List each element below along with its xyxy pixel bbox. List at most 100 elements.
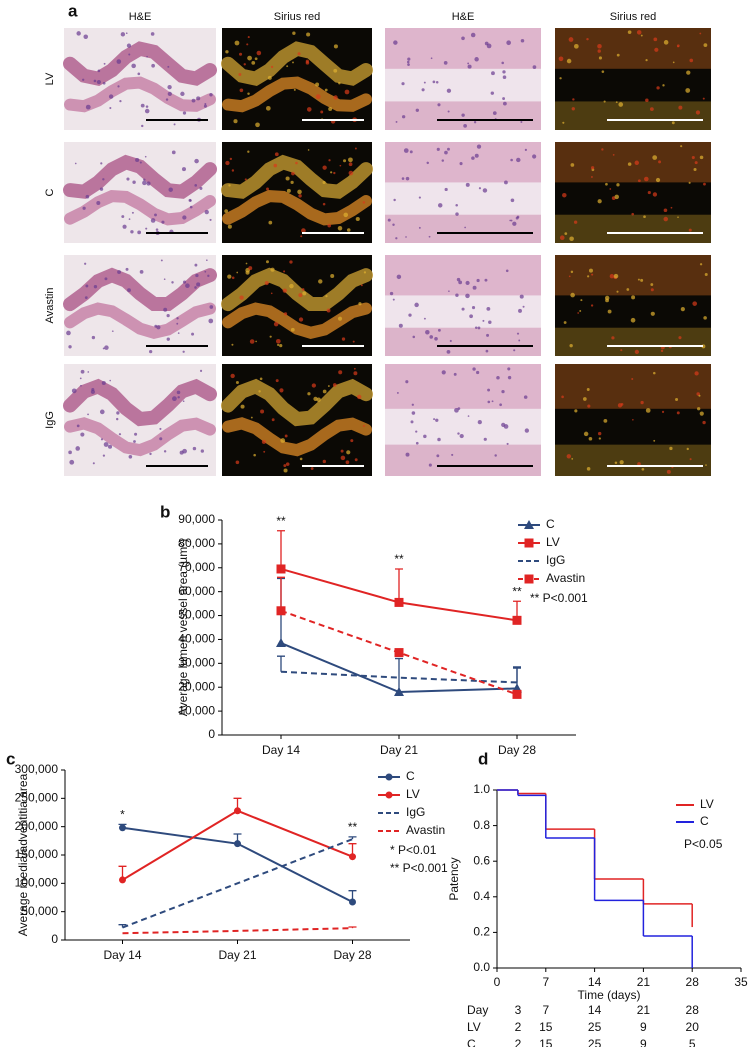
cell xyxy=(360,284,363,287)
cell xyxy=(324,88,328,92)
error-bar xyxy=(395,657,403,692)
cell xyxy=(454,407,459,413)
cell xyxy=(491,71,495,76)
row-label: Avastin xyxy=(44,288,56,324)
cell xyxy=(395,120,398,123)
cell xyxy=(307,149,310,151)
cell xyxy=(122,224,127,229)
cell xyxy=(273,163,278,168)
cell xyxy=(126,177,130,181)
risk-value: 15 xyxy=(539,1037,553,1047)
y-tick-label: 50,000 xyxy=(178,608,215,622)
cell xyxy=(653,371,656,375)
cell xyxy=(146,181,151,186)
cell xyxy=(590,166,595,170)
cell xyxy=(194,263,198,267)
cell xyxy=(265,105,271,111)
cell xyxy=(685,88,691,93)
cell xyxy=(100,438,104,441)
cell xyxy=(144,155,147,158)
cell xyxy=(245,262,248,265)
cell xyxy=(662,84,665,87)
cell xyxy=(506,40,511,46)
cell xyxy=(209,305,214,309)
cell xyxy=(675,397,679,401)
cell xyxy=(471,306,476,310)
cell xyxy=(322,202,326,206)
cell xyxy=(570,270,574,274)
y-tick-label: 60,000 xyxy=(178,584,215,598)
cell xyxy=(240,404,245,409)
cell xyxy=(249,339,255,344)
cell xyxy=(171,150,176,155)
cell xyxy=(494,454,497,457)
cell xyxy=(353,371,358,376)
cell xyxy=(616,183,620,187)
micrograph xyxy=(385,255,541,356)
cell xyxy=(520,120,523,124)
cell xyxy=(631,295,636,300)
cell xyxy=(116,411,120,415)
cell xyxy=(127,288,131,293)
cell xyxy=(101,381,106,386)
cell xyxy=(316,397,321,402)
cell xyxy=(671,121,675,125)
tissue xyxy=(222,190,372,226)
series xyxy=(276,576,522,699)
stat-note: ** P<0.001 xyxy=(390,861,448,875)
cell xyxy=(150,32,155,36)
cell xyxy=(204,102,207,105)
series xyxy=(276,530,522,625)
cell xyxy=(363,271,367,274)
cell xyxy=(239,295,244,300)
cell xyxy=(699,263,703,266)
cell xyxy=(504,180,508,185)
cell xyxy=(85,194,90,199)
cell xyxy=(677,216,679,219)
cell xyxy=(119,100,122,103)
micrograph xyxy=(221,142,373,243)
micrograph xyxy=(385,142,541,243)
cell xyxy=(236,271,239,274)
error-bar xyxy=(277,655,285,672)
cell xyxy=(354,458,358,462)
cell xyxy=(265,260,269,264)
tissue xyxy=(555,327,711,356)
cell xyxy=(167,65,170,68)
cell xyxy=(532,65,537,69)
marker xyxy=(512,615,522,625)
cell xyxy=(405,236,407,238)
cell xyxy=(499,403,502,407)
cell xyxy=(456,277,461,282)
cell xyxy=(151,63,155,68)
cell xyxy=(143,178,146,182)
cell xyxy=(501,61,504,65)
cell xyxy=(266,187,269,191)
cell xyxy=(80,384,82,387)
micrograph xyxy=(385,364,541,476)
y-tick-label: 150,000 xyxy=(15,847,59,861)
cell xyxy=(437,437,441,442)
cell xyxy=(125,32,128,35)
cell xyxy=(637,179,641,183)
cell xyxy=(483,437,487,441)
cell xyxy=(597,43,602,49)
cell xyxy=(289,260,293,264)
cell xyxy=(333,95,338,100)
y-tick-label: 200,000 xyxy=(15,819,59,833)
cell xyxy=(396,391,399,394)
cell xyxy=(467,415,470,417)
cell xyxy=(645,98,649,103)
cell xyxy=(108,94,114,99)
error-bar xyxy=(348,926,357,929)
cell xyxy=(91,335,96,340)
tissue xyxy=(221,41,373,87)
cell xyxy=(116,59,122,64)
cell xyxy=(568,275,571,278)
cell xyxy=(128,454,133,459)
panel-label: d xyxy=(478,749,488,768)
cell xyxy=(68,450,72,455)
cell xyxy=(207,274,210,277)
cell xyxy=(631,212,635,216)
